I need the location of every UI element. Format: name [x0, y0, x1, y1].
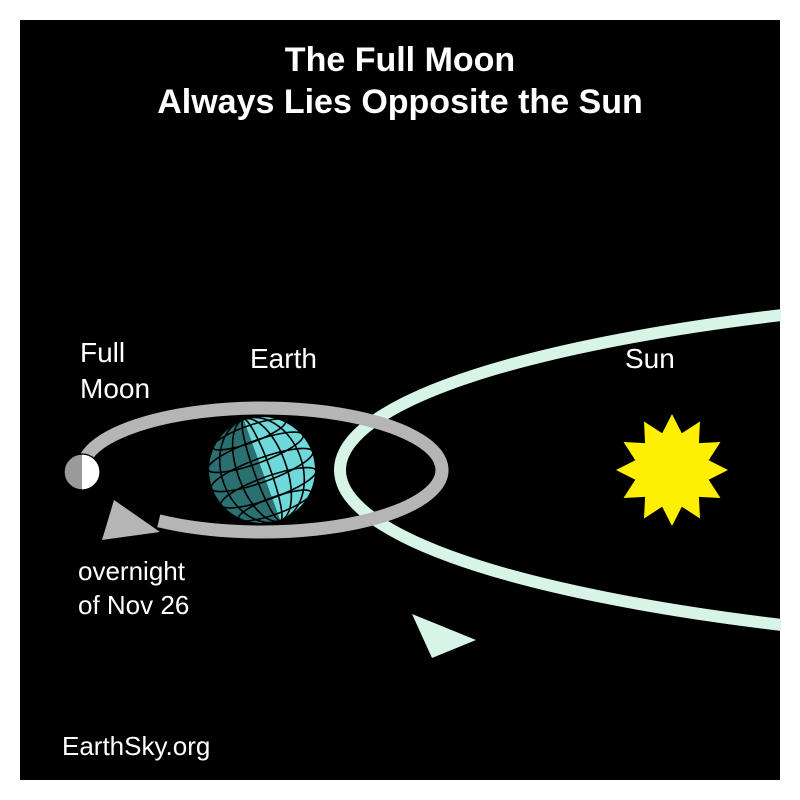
label-earth: Earth: [250, 343, 317, 375]
label-full-moon: Full: [80, 337, 125, 369]
label-sun: Sun: [625, 343, 675, 375]
diagram-stage: The Full Moon Always Lies Opposite the S…: [0, 0, 800, 800]
caption-line: overnight: [78, 556, 185, 587]
moon-icon: [64, 454, 100, 490]
sun-icon: [616, 414, 728, 526]
title-line-2: Always Lies Opposite the Sun: [0, 83, 800, 122]
moon-orbit-arrow-icon: [102, 500, 160, 540]
title-line-1: The Full Moon: [0, 41, 800, 80]
label-full-moon: Moon: [80, 373, 150, 405]
credit-text: EarthSky.org: [62, 731, 210, 762]
earth-orbit-arrow-icon: [412, 614, 476, 658]
caption-line: of Nov 26: [78, 590, 189, 621]
earth-globe-icon: [193, 401, 331, 539]
earth-orbit-path: [340, 290, 800, 650]
